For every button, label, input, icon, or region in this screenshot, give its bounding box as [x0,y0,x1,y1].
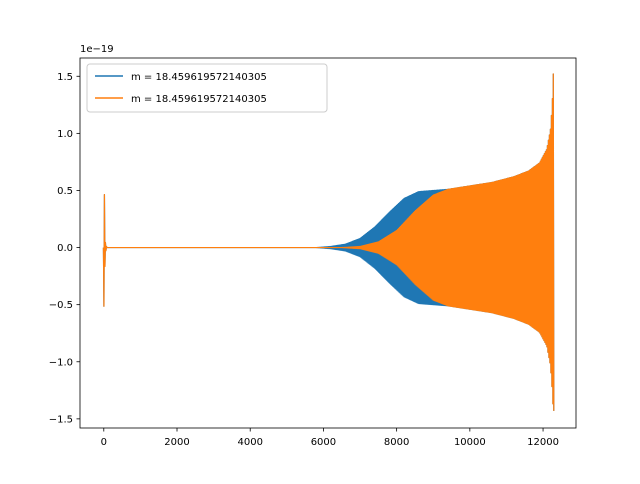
x-tick-label: 12000 [527,437,559,448]
y-tick-label: 1.5 [57,72,73,83]
y-tick-label: 0.5 [57,186,73,197]
x-tick-label: 0 [101,437,107,448]
series-line-2 [102,73,555,411]
x-tick-label: 8000 [384,437,409,448]
legend: m = 18.459619572140305 m = 18.4596195721… [86,63,328,113]
y-tick-label: 0.0 [57,243,73,254]
y-offset-label: 1e−19 [80,44,114,55]
legend-label-series-2: m = 18.459619572140305 [131,94,267,105]
legend-label-series-1: m = 18.459619572140305 [131,72,267,83]
y-tick-label: −1.5 [49,414,73,425]
plot-frame [79,57,577,429]
x-tick-label: 2000 [164,437,189,448]
y-tick-label: −1.0 [49,357,73,368]
legend-box [86,63,328,113]
x-tick-label: 4000 [237,437,262,448]
x-axis: 0 2000 4000 6000 8000 10000 12000 [101,428,559,448]
y-axis: −1.5 −1.0 −0.5 0.0 0.5 1.0 1.5 [49,72,80,425]
x-tick-label: 6000 [311,437,336,448]
x-tick-label: 10000 [454,437,486,448]
y-tick-label: 1.0 [57,129,73,140]
series-layer [102,73,555,411]
y-tick-label: −0.5 [49,300,73,311]
